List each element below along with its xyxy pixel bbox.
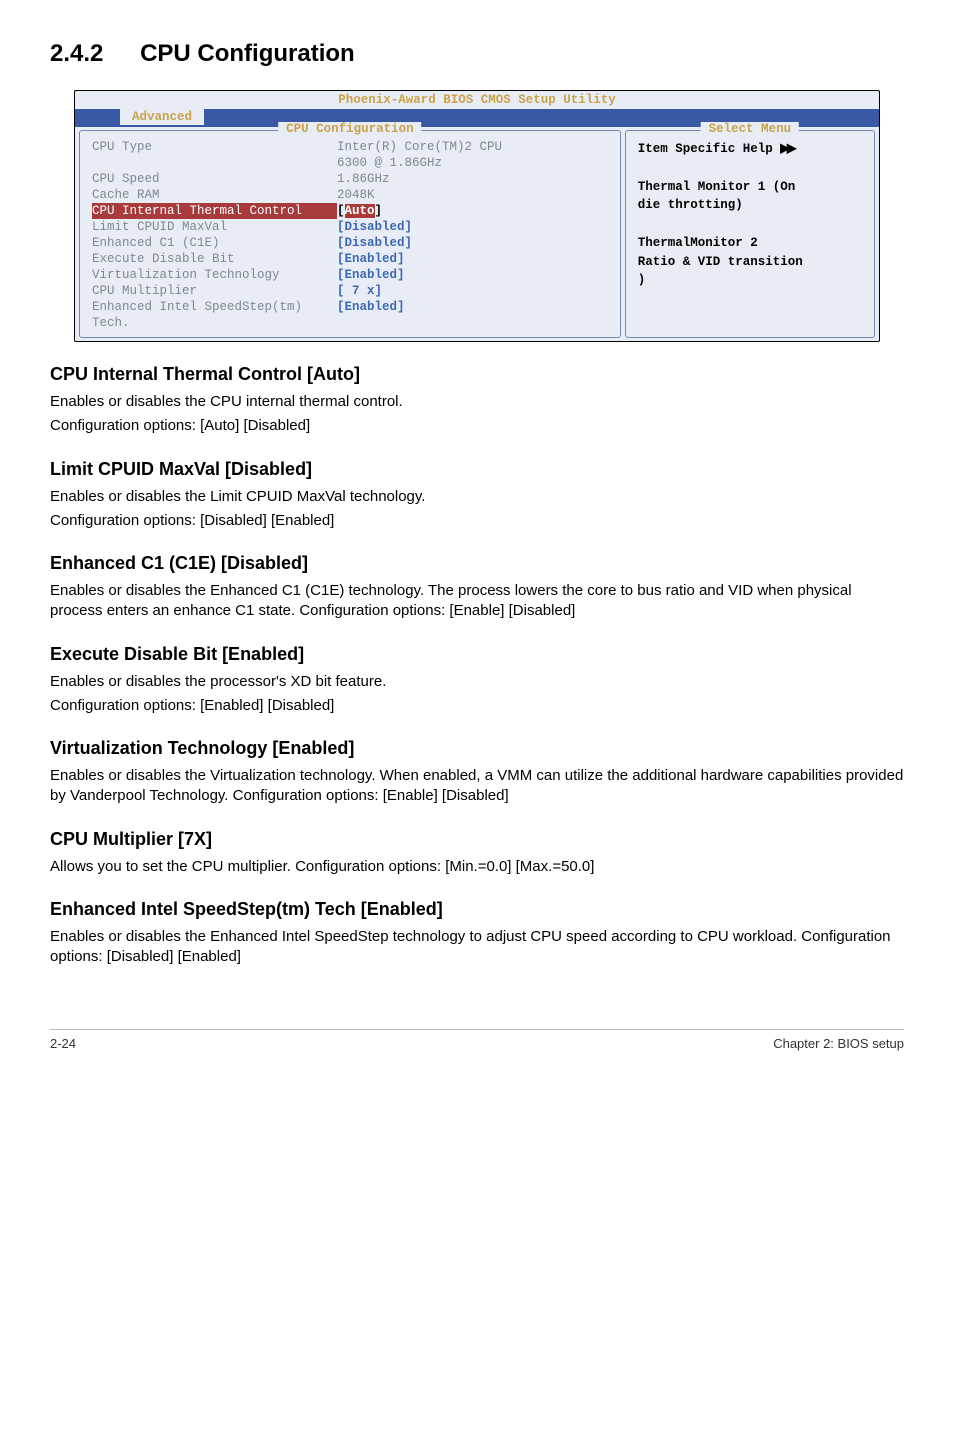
bios-help-line [638, 215, 862, 234]
bios-config-row[interactable]: Enhanced Intel SpeedStep(tm) Tech.[Enabl… [92, 299, 608, 331]
bios-config-value: 2048K [337, 187, 375, 203]
bios-config-row[interactable]: Execute Disable Bit[Enabled] [92, 251, 608, 267]
bios-config-label: Execute Disable Bit [92, 251, 337, 267]
body-paragraph: Configuration options: [Disabled] [Enabl… [50, 511, 904, 531]
bios-config-row[interactable]: Limit CPUID MaxVal[Disabled] [92, 219, 608, 235]
arrow-right-icon: ▶▶ [780, 141, 793, 155]
bios-help-line [638, 159, 862, 178]
bios-help-panel: Select Menu Item Specific Help ▶▶ Therma… [625, 130, 875, 338]
bios-help-line: Ratio & VID transition [638, 253, 862, 272]
bios-config-label: Limit CPUID MaxVal [92, 219, 337, 235]
subsection-heading: Enhanced Intel SpeedStep(tm) Tech [Enabl… [50, 899, 904, 920]
bios-config-value: [Disabled] [337, 235, 412, 251]
bios-config-title: CPU Configuration [278, 122, 422, 136]
bios-config-value: [Enabled] [337, 299, 405, 331]
bios-screenshot: Phoenix-Award BIOS CMOS Setup Utility Ad… [74, 90, 880, 342]
bios-config-row[interactable]: CPU Multiplier[ 7 x] [92, 283, 608, 299]
subsection-heading: CPU Internal Thermal Control [Auto] [50, 364, 904, 385]
bios-config-value: Inter(R) Core(TM)2 CPU [337, 139, 502, 155]
bios-help-line: die throtting) [638, 196, 862, 215]
body-paragraph: Configuration options: [Auto] [Disabled] [50, 416, 904, 436]
bios-config-label: Enhanced C1 (C1E) [92, 235, 337, 251]
subsection-heading: Virtualization Technology [Enabled] [50, 738, 904, 759]
bios-config-row[interactable]: CPU Internal Thermal Control[Auto] [92, 203, 608, 219]
body-paragraph: Enables or disables the processor's XD b… [50, 672, 904, 692]
bios-config-label [92, 155, 337, 171]
bios-config-value: [ 7 x] [337, 283, 382, 299]
body-paragraph: Enables or disables the Enhanced C1 (C1E… [50, 581, 904, 622]
bios-config-label: CPU Multiplier [92, 283, 337, 299]
page-footer: 2-24 Chapter 2: BIOS setup [50, 1029, 904, 1051]
body-paragraph: Enables or disables the CPU internal the… [50, 392, 904, 412]
body-paragraph: Configuration options: [Enabled] [Disabl… [50, 696, 904, 716]
section-heading: 2.4.2 CPU Configuration [50, 40, 904, 68]
bios-config-label: CPU Internal Thermal Control [92, 203, 337, 219]
bios-config-value: 1.86GHz [337, 171, 390, 187]
bios-config-panel: CPU Configuration CPU TypeInter(R) Core(… [79, 130, 621, 338]
body-paragraph: Enables or disables the Virtualization t… [50, 766, 904, 807]
bios-utility-title: Phoenix-Award BIOS CMOS Setup Utility [75, 91, 879, 109]
footer-chapter: Chapter 2: BIOS setup [773, 1036, 904, 1051]
bios-help-line: ThermalMonitor 2 [638, 234, 862, 253]
subsection-heading: CPU Multiplier [7X] [50, 829, 904, 850]
bios-help-line: ) [638, 271, 862, 290]
body-paragraph: Allows you to set the CPU multiplier. Co… [50, 857, 904, 877]
section-number: 2.4.2 [50, 40, 103, 68]
subsection-heading: Limit CPUID MaxVal [Disabled] [50, 459, 904, 480]
bios-config-label: Cache RAM [92, 187, 337, 203]
bios-config-label: Enhanced Intel SpeedStep(tm) Tech. [92, 299, 337, 331]
bios-tab-advanced[interactable]: Advanced [120, 109, 204, 125]
bios-config-row[interactable]: Virtualization Technology[Enabled] [92, 267, 608, 283]
bios-config-row: CPU Speed1.86GHz [92, 171, 608, 187]
bios-config-row: CPU TypeInter(R) Core(TM)2 CPU [92, 139, 608, 155]
bios-config-label: Virtualization Technology [92, 267, 337, 283]
subsection-heading: Execute Disable Bit [Enabled] [50, 644, 904, 665]
bios-config-value: [Enabled] [337, 267, 405, 283]
bios-help-title: Item Specific Help ▶▶ [638, 139, 862, 159]
bios-config-value: [Enabled] [337, 251, 405, 267]
bios-config-value: [Disabled] [337, 219, 412, 235]
body-paragraph: Enables or disables the Enhanced Intel S… [50, 927, 904, 968]
bios-config-label: CPU Type [92, 139, 337, 155]
body-paragraph: Enables or disables the Limit CPUID MaxV… [50, 487, 904, 507]
bios-config-row[interactable]: Enhanced C1 (C1E)[Disabled] [92, 235, 608, 251]
bios-config-row: Cache RAM2048K [92, 187, 608, 203]
bios-config-value: [Auto] [337, 203, 382, 219]
subsection-heading: Enhanced C1 (C1E) [Disabled] [50, 553, 904, 574]
bios-help-panel-title: Select Menu [701, 122, 800, 136]
footer-page-number: 2-24 [50, 1036, 76, 1051]
section-title-text: CPU Configuration [140, 40, 355, 67]
bios-config-value: 6300 @ 1.86GHz [337, 155, 442, 171]
bios-config-label: CPU Speed [92, 171, 337, 187]
bios-help-line: Thermal Monitor 1 (On [638, 178, 862, 197]
bios-config-row: 6300 @ 1.86GHz [92, 155, 608, 171]
